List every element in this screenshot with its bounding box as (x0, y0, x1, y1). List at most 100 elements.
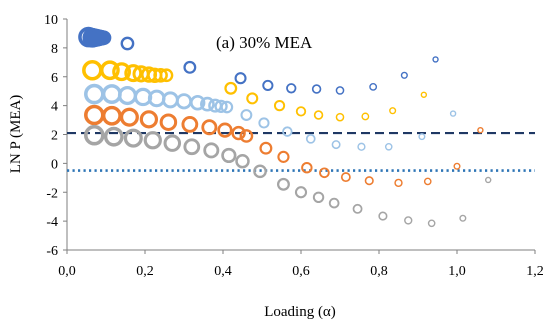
series-group (82, 59, 428, 122)
data-point (82, 59, 103, 81)
data-point (420, 91, 428, 98)
y-tick-label: 10 (44, 13, 58, 28)
data-point (220, 100, 234, 114)
data-point (282, 126, 293, 137)
x-axis-title: Loading (α) (264, 304, 336, 320)
chart-annotation: (a) 30% MEA (216, 33, 313, 52)
data-point (331, 140, 341, 150)
y-axis: -6 -4 -2 0 2 4 6 8 10 (44, 13, 68, 259)
data-point (183, 138, 201, 156)
data-point (112, 62, 132, 82)
data-point (485, 176, 492, 184)
data-point (361, 112, 370, 121)
y-axis-title: LN P (MEA) (8, 95, 24, 174)
data-point (394, 178, 403, 188)
series-group (78, 26, 439, 95)
data-point (153, 68, 168, 83)
data-point (258, 117, 270, 129)
data-point (301, 162, 313, 174)
data-point (295, 106, 307, 117)
data-point (340, 172, 351, 183)
data-point (123, 128, 143, 148)
data-point (163, 134, 182, 152)
data-point (364, 176, 374, 186)
data-point (357, 142, 366, 151)
data-point (221, 147, 237, 164)
data-point (189, 94, 206, 111)
data-point (159, 68, 174, 83)
y-tick-label: 0 (51, 157, 58, 172)
data-point (139, 110, 159, 129)
y-tick-label: -2 (46, 186, 58, 201)
data-point (159, 113, 178, 131)
data-point (143, 131, 162, 150)
data-point (101, 84, 122, 104)
data-point (224, 81, 238, 95)
data-point (235, 153, 250, 169)
data-point (312, 191, 325, 204)
data-point (384, 142, 393, 151)
series-group (84, 124, 492, 228)
x-tick-label: 0,6 (292, 264, 310, 279)
data-point (103, 126, 124, 147)
data-point (335, 86, 345, 95)
data-point (404, 216, 413, 225)
data-point (214, 99, 228, 114)
y-tick-label: 4 (51, 100, 58, 115)
data-point (262, 79, 274, 92)
data-point (101, 105, 122, 126)
x-tick-label: 1,2 (526, 264, 544, 279)
data-point (161, 91, 179, 109)
data-point (231, 125, 246, 141)
data-point (259, 141, 273, 155)
data-point (119, 107, 139, 127)
data-point (311, 84, 322, 94)
data-point (183, 60, 197, 74)
data-point (175, 93, 193, 110)
data-point (335, 112, 345, 122)
data-point (96, 30, 112, 46)
series-group (84, 83, 457, 151)
data-point (305, 133, 316, 144)
data-point (378, 211, 388, 221)
data-point (286, 83, 297, 94)
data-point (201, 119, 218, 136)
y-tick-label: 6 (51, 71, 58, 86)
data-point (389, 107, 397, 115)
series-group (84, 104, 484, 188)
data-point (319, 167, 330, 179)
data-point (117, 85, 138, 106)
data-point (181, 116, 199, 133)
data-point (100, 60, 120, 81)
data-point (246, 92, 259, 105)
data-point (427, 219, 436, 228)
data-point (253, 164, 267, 179)
data-point (203, 142, 220, 159)
data-point (84, 83, 105, 105)
data-point (400, 71, 408, 79)
y-tick-label: 2 (51, 129, 58, 144)
data-point (449, 110, 457, 117)
data-point (200, 96, 215, 112)
data-point (423, 177, 432, 186)
data-point (84, 104, 105, 126)
data-point (240, 109, 253, 121)
data-markers (78, 26, 492, 228)
data-point (352, 203, 363, 214)
reference-lines (67, 131, 535, 172)
data-point (239, 129, 254, 143)
x-tick-label: 0,4 (214, 264, 232, 279)
data-point (120, 36, 135, 51)
data-point (217, 122, 233, 138)
data-point (432, 56, 439, 63)
data-point (477, 126, 484, 134)
data-point (328, 197, 340, 209)
data-point (418, 133, 426, 141)
x-tick-label: 0,8 (370, 264, 388, 279)
data-point (313, 110, 324, 120)
x-tick-label: 0,0 (58, 264, 76, 279)
data-point (234, 72, 247, 85)
data-point (273, 100, 286, 112)
y-tick-label: -4 (46, 215, 58, 230)
data-point (294, 186, 308, 199)
